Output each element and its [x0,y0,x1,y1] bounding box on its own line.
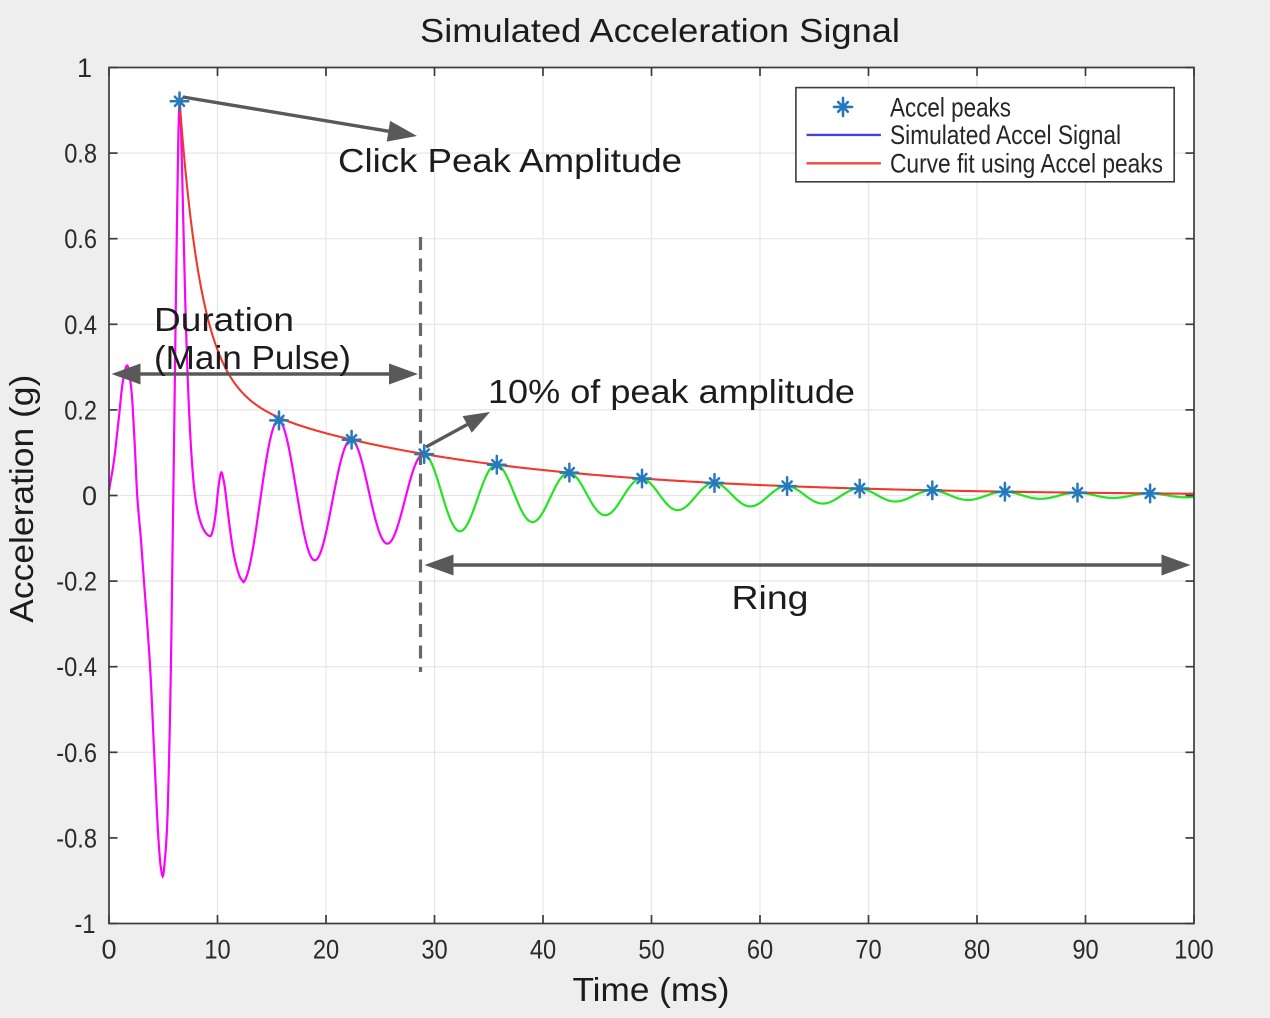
svg-text:0: 0 [101,935,116,965]
svg-text:0.4: 0.4 [64,310,97,340]
svg-text:20: 20 [313,935,339,965]
svg-text:-1: -1 [75,909,96,939]
svg-text:Curve fit using Accel peaks: Curve fit using Accel peaks [890,148,1163,178]
svg-text:80: 80 [964,935,990,965]
svg-text:10% of peak amplitude: 10% of peak amplitude [488,373,855,410]
svg-text:40: 40 [530,935,556,965]
svg-text:90: 90 [1072,935,1098,965]
svg-text:Accel peaks: Accel peaks [890,92,1011,122]
svg-text:50: 50 [638,935,664,965]
svg-text:0.8: 0.8 [64,139,97,169]
svg-text:Acceleration (g): Acceleration (g) [3,375,40,623]
svg-text:10: 10 [204,935,230,965]
svg-text:30: 30 [421,935,447,965]
svg-text:(Main Pulse): (Main Pulse) [154,339,351,376]
svg-text:Click Peak Amplitude: Click Peak Amplitude [338,142,682,179]
svg-text:-0.8: -0.8 [56,823,97,853]
svg-text:-0.4: -0.4 [56,652,97,682]
svg-text:-0.6: -0.6 [56,738,97,768]
svg-text:1: 1 [77,53,92,83]
svg-text:Duration: Duration [154,301,294,338]
svg-text:0.6: 0.6 [64,224,97,254]
svg-text:0: 0 [82,481,97,511]
svg-text:Simulated Acceleration Signal: Simulated Acceleration Signal [420,12,900,49]
svg-text:100: 100 [1174,935,1213,965]
svg-text:Ring: Ring [732,579,809,616]
svg-text:70: 70 [855,935,881,965]
svg-text:0.2: 0.2 [64,395,97,425]
svg-text:Simulated Accel Signal: Simulated Accel Signal [890,120,1121,150]
svg-text:60: 60 [747,935,773,965]
svg-text:-0.2: -0.2 [56,567,97,597]
svg-text:Time (ms): Time (ms) [573,971,730,1008]
